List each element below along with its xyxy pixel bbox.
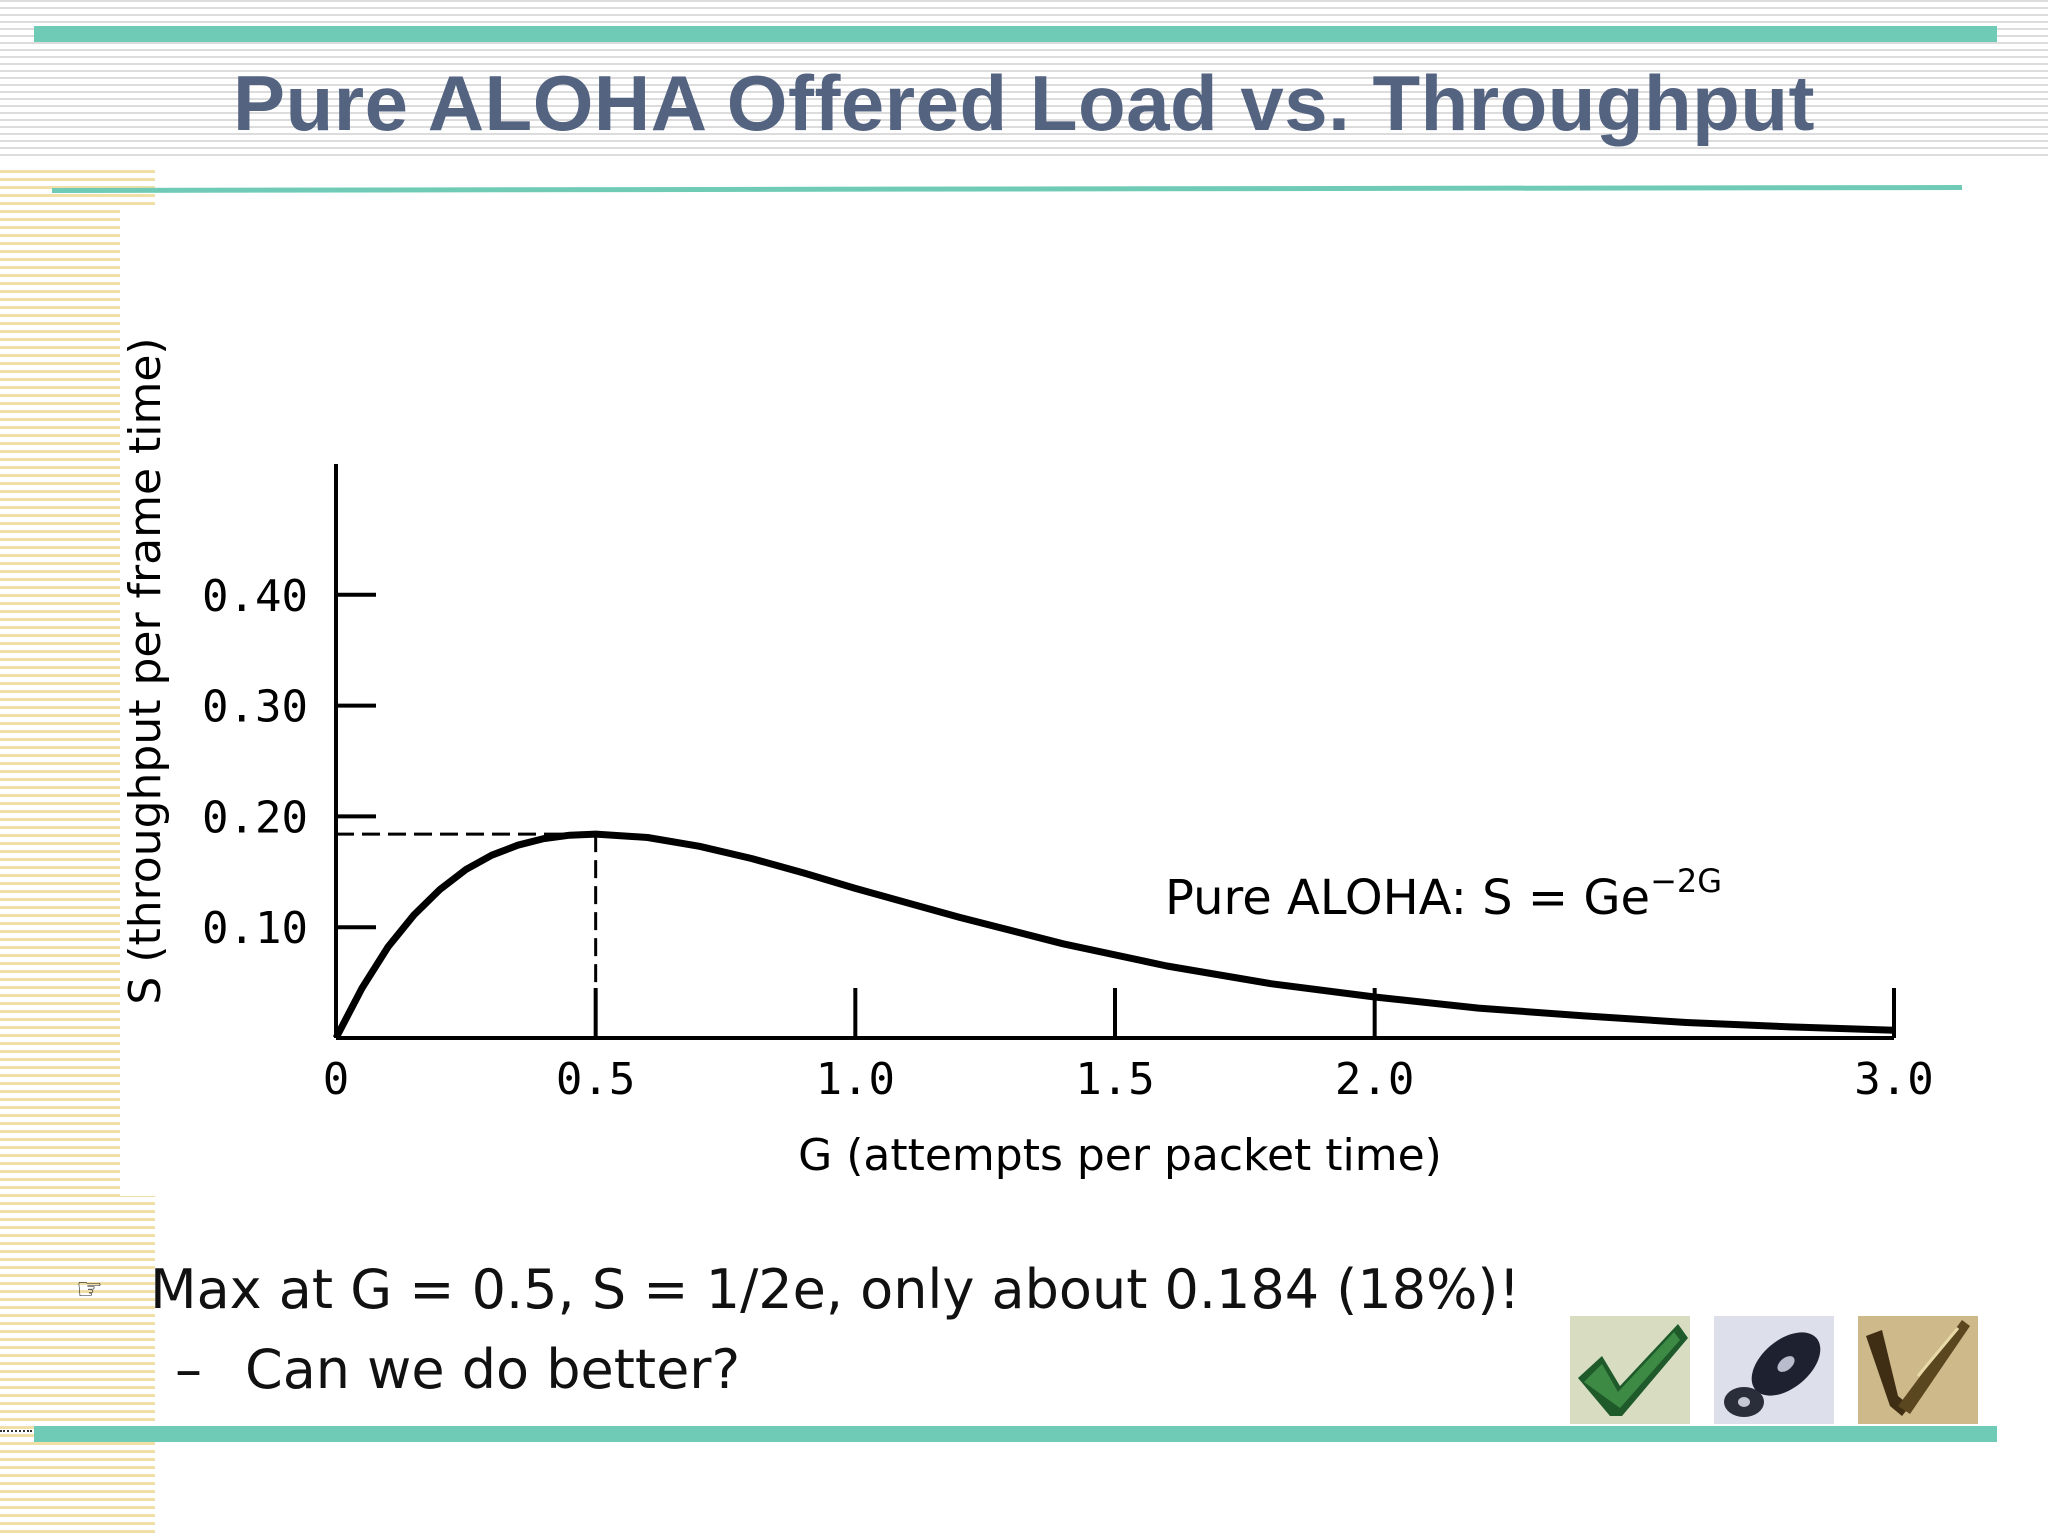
x-tick-label: 1.0: [816, 1054, 895, 1105]
curve-annotation: Pure ALOHA: S = Ge−2G: [1165, 862, 1722, 926]
bullet-text: Max at G = 0.5, S = 1/2e, only about 0.1…: [150, 1258, 1521, 1321]
disc-icon: [1714, 1316, 1834, 1424]
sub-bullet-marker: –: [175, 1338, 202, 1401]
series-line: [332, 830, 1895, 1040]
throughput-chart: 0.10 0.20 0.30 0.40 0 0.5 1.0 1.5 2.0 3.0 S (thr…: [120, 337, 1934, 1181]
x-tick-label: 3.0: [1854, 1054, 1933, 1105]
x-tick-label: 0.5: [556, 1054, 635, 1105]
y-tick-label: 0.40: [202, 571, 308, 622]
x-axis-label: G (attempts per packet time): [798, 1130, 1442, 1181]
x-tick-label: 2.0: [1335, 1054, 1414, 1105]
x-tick-label: 1.5: [1075, 1054, 1154, 1105]
bullet-list: ☞ Max at G = 0.5, S = 1/2e, only about 0…: [0, 1240, 1560, 1420]
sub-bullet-item: – Can we do better?: [175, 1338, 740, 1401]
bullet-item: ☞ Max at G = 0.5, S = 1/2e, only about 0…: [76, 1258, 1520, 1321]
checkmark-icon: [1570, 1316, 1690, 1424]
pen-icon: [1858, 1316, 1978, 1424]
annotation-superscript: −2G: [1650, 862, 1722, 900]
y-tick-label: 0.10: [202, 903, 308, 954]
reference-lines: [336, 832, 598, 1038]
annotation-text: Pure ALOHA: S = Ge: [1165, 870, 1650, 926]
chart-panel: 0.10 0.20 0.30 0.40 0 0.5 1.0 1.5 2.0 3.0 S (thr…: [120, 206, 2020, 1196]
x-axis-ticks: 0 0.5 1.0 1.5 2.0 3.0: [323, 988, 1934, 1105]
y-tick-label: 0.20: [202, 792, 308, 843]
y-axis-ticks: 0.10 0.20 0.30 0.40: [202, 571, 376, 954]
y-tick-label: 0.30: [202, 682, 308, 733]
slide-title: Pure ALOHA Offered Load vs. Throughput: [233, 59, 1815, 147]
bottom-accent-bar: [34, 1426, 1997, 1442]
pointing-hand-icon: ☞: [76, 1272, 103, 1307]
sub-bullet-text: Can we do better?: [245, 1338, 741, 1401]
title-underline: [51, 184, 1963, 193]
y-axis-label: S (throughput per frame time): [120, 337, 171, 1004]
dotted-marker: [0, 1430, 32, 1432]
top-accent-bar: [34, 26, 1997, 42]
x-tick-label: 0: [323, 1054, 350, 1105]
